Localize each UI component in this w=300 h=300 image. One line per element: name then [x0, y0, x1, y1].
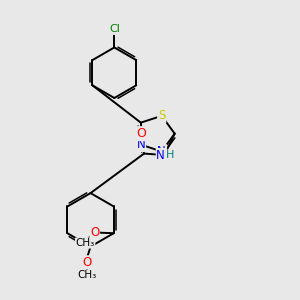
Text: Cl: Cl	[109, 24, 120, 34]
Text: N: N	[136, 138, 145, 151]
Text: CH₃: CH₃	[76, 238, 95, 248]
Text: H: H	[165, 150, 174, 160]
Text: O: O	[136, 127, 146, 140]
Text: N: N	[156, 148, 165, 162]
Text: CH₃: CH₃	[77, 270, 96, 280]
Text: O: O	[90, 226, 99, 239]
Text: N: N	[158, 145, 166, 158]
Text: O: O	[82, 256, 91, 269]
Text: S: S	[158, 109, 165, 122]
